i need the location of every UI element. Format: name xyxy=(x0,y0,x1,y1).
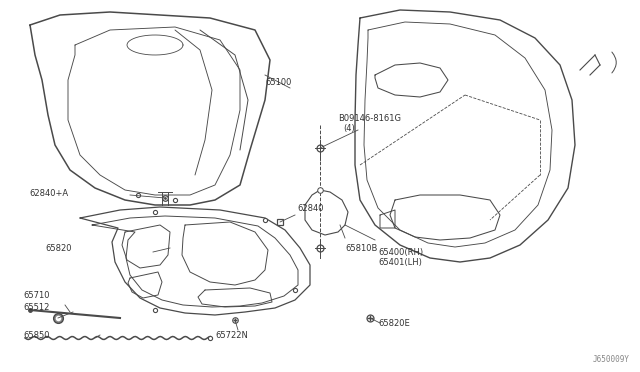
Text: 65820: 65820 xyxy=(45,244,72,253)
Text: 65810B: 65810B xyxy=(345,244,378,253)
Text: 65400(RH): 65400(RH) xyxy=(378,247,423,257)
Text: 65722N: 65722N xyxy=(215,330,248,340)
Text: 65710: 65710 xyxy=(24,291,50,299)
Text: 65512: 65512 xyxy=(24,304,50,312)
Text: J650009Y: J650009Y xyxy=(593,356,630,365)
Text: (4): (4) xyxy=(343,124,355,132)
Text: 65820E: 65820E xyxy=(378,318,410,327)
Text: 65100: 65100 xyxy=(265,77,291,87)
Text: B09146-8161G: B09146-8161G xyxy=(338,113,401,122)
Text: 62840+A: 62840+A xyxy=(29,189,68,198)
Text: 65401(LH): 65401(LH) xyxy=(378,257,422,266)
Text: 62840: 62840 xyxy=(297,203,323,212)
Text: 65850: 65850 xyxy=(24,330,50,340)
